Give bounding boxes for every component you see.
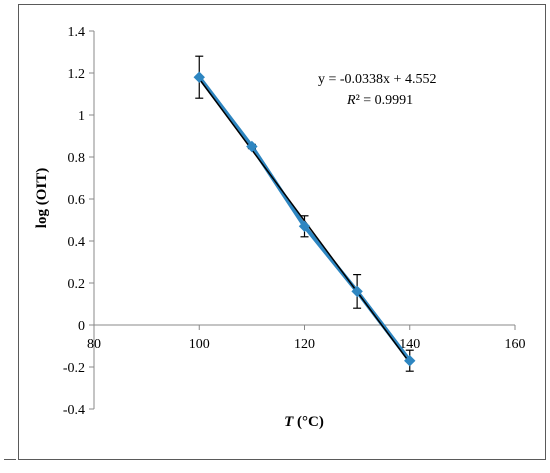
y-tick-label: 0.6 [68,193,86,208]
x-axis-variable: T [284,414,294,430]
y-tick-label: 0 [78,319,85,334]
y-tick-label: 0.8 [68,151,86,166]
x-tick-label: 140 [399,337,420,352]
r-squared-value: ² = 0.9991 [356,93,414,108]
x-tick-label: 160 [505,337,526,352]
data-point [351,285,363,298]
r-squared-label: R² = 0.9991 [346,93,413,108]
x-tick-labels: 80 100 120 140 160 [87,337,526,352]
x-axis-title: T (°C) [284,414,324,430]
trendline-equation: y = -0.0338x + 4.552 [318,72,436,87]
y-tick-label: 0.2 [68,277,86,292]
x-tick-label: 100 [189,337,210,352]
x-tick-label: 120 [294,337,315,352]
y-tick-labels: -0.4 -0.2 0 0.2 0.4 0.6 0.8 1 1.2 1.4 [63,25,85,418]
y-tick-label: 0.4 [68,235,86,250]
y-tick-label: -0.2 [63,361,85,376]
y-axis-title: log (OIT) [34,168,50,228]
data-point [298,220,311,233]
y-tick-label: 1.4 [68,25,86,40]
x-tick-label: 80 [87,337,101,352]
y-tick-label: 1.2 [68,67,86,82]
chart-frame [18,4,546,460]
data-markers [193,71,416,367]
data-point [404,354,416,367]
y-tick-label: -0.4 [63,403,85,418]
data-point [193,71,205,83]
y-tick-label: 1 [78,109,85,124]
data-point [246,140,258,153]
frame-edge-tick [4,459,16,460]
x-axis-unit: (°C) [293,414,324,430]
axes [89,30,516,410]
